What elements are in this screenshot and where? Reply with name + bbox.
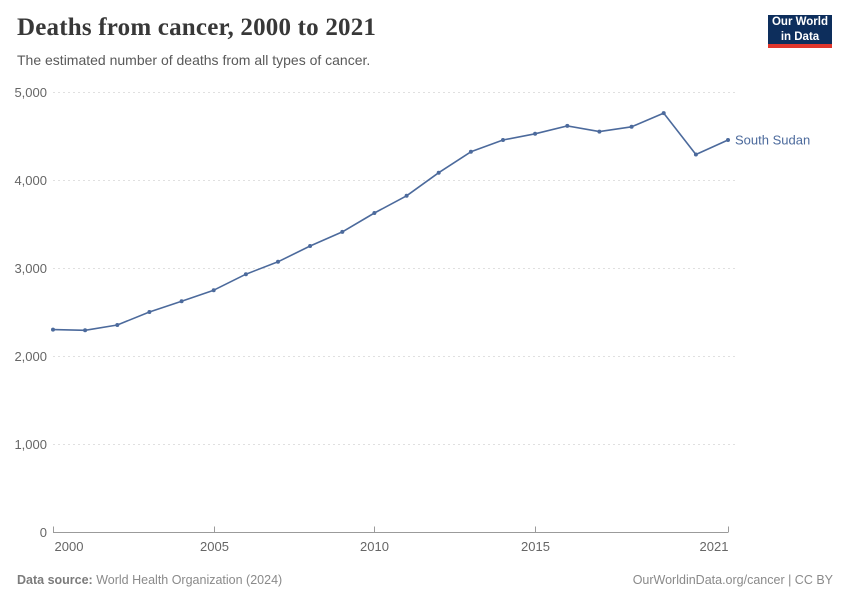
y-tick-label: 2,000	[14, 349, 47, 364]
data-point[interactable]	[276, 259, 280, 264]
x-tick-label: 2021	[700, 539, 729, 554]
data-source-label: Data source:	[17, 573, 93, 587]
license-link[interactable]: OurWorldinData.org/cancer | CC BY	[632, 573, 833, 587]
data-point[interactable]	[533, 131, 538, 136]
data-point[interactable]	[629, 124, 634, 129]
data-line[interactable]	[52, 112, 729, 332]
data-point[interactable]	[726, 138, 730, 142]
y-tick-label: 4,000	[14, 173, 47, 188]
y-tick-label: 1,000	[14, 437, 47, 452]
data-point[interactable]	[243, 272, 248, 277]
series-label[interactable]: South Sudan	[735, 132, 810, 147]
data-point[interactable]	[51, 327, 55, 332]
y-tick-label: 0	[40, 525, 47, 540]
data-source: Data source: World Health Organization (…	[17, 573, 282, 587]
data-point[interactable]	[693, 152, 698, 157]
data-point[interactable]	[501, 138, 505, 142]
chart-subtitle: The estimated number of deaths from all …	[17, 51, 371, 68]
data-point[interactable]	[308, 244, 313, 248]
owid-logo[interactable]: Our World in Data	[768, 15, 832, 48]
data-point[interactable]	[404, 193, 409, 198]
data-point[interactable]	[372, 211, 377, 215]
data-source-text: World Health Organization (2024)	[96, 573, 283, 587]
data-point[interactable]	[661, 111, 666, 116]
y-tick-label: 5,000	[14, 85, 47, 100]
x-tick-label: 2000	[55, 539, 84, 554]
x-tick-label: 2015	[521, 539, 550, 554]
data-point[interactable]	[83, 328, 88, 333]
owid-logo-line1: Our World	[771, 16, 828, 29]
data-point[interactable]	[468, 149, 473, 154]
chart-header: Deaths from cancer, 2000 to 2021 The est…	[17, 14, 755, 69]
x-tick-label: 2005	[200, 539, 229, 554]
chart-title: Deaths from cancer, 2000 to 2021	[17, 14, 377, 41]
data-point[interactable]	[115, 323, 120, 327]
chart-footer: Data source: World Health Organization (…	[17, 573, 833, 587]
data-point[interactable]	[565, 123, 570, 128]
data-point[interactable]	[211, 288, 216, 293]
data-point[interactable]	[340, 229, 345, 234]
data-point[interactable]	[436, 170, 441, 175]
y-tick-label: 3,000	[14, 261, 47, 276]
owid-logo-line2: in Data	[780, 30, 820, 43]
data-point[interactable]	[597, 129, 602, 134]
x-tick-label: 2010	[360, 539, 389, 554]
data-point[interactable]	[147, 310, 152, 314]
data-point[interactable]	[179, 299, 184, 304]
